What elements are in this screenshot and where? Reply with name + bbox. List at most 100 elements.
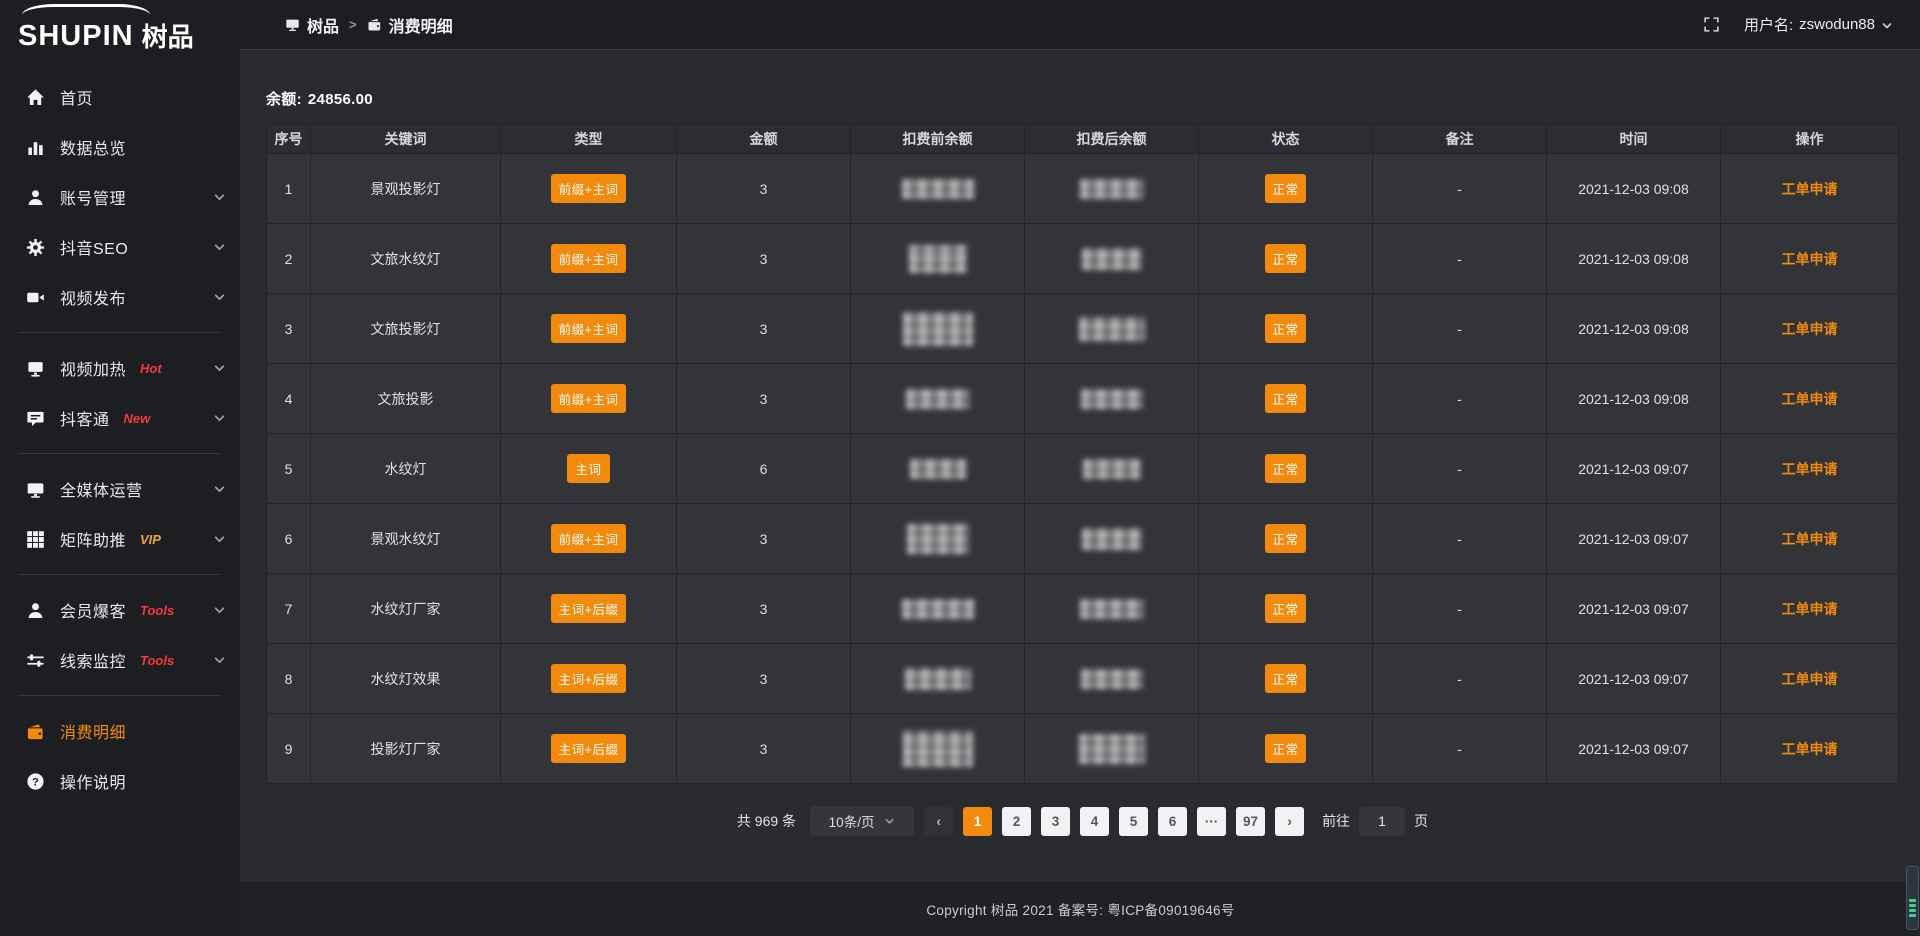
goto-page-input[interactable] <box>1359 806 1406 836</box>
chevron-down-icon <box>213 483 226 496</box>
page-button-4[interactable]: 4 <box>1080 806 1110 836</box>
sidebar-item-label: 抖音SEO <box>60 241 129 258</box>
sidebar-item-member-baoke[interactable]: 会员爆客 Tools <box>0 585 240 635</box>
copyright-text: Copyright 树品 2021 备案号: 粤ICP备09019646号 <box>926 903 1235 918</box>
monitor-icon <box>26 480 45 499</box>
chevron-down-icon <box>213 362 226 375</box>
masked-balance-after <box>1082 458 1141 479</box>
cell-status: 正常 <box>1198 643 1373 714</box>
next-page-button[interactable]: › <box>1275 806 1305 836</box>
work-order-link[interactable]: 工单申请 <box>1781 460 1838 477</box>
sidebar-item-douketong[interactable]: 抖客通 New <box>0 393 240 443</box>
work-order-link[interactable]: 工单申请 <box>1781 250 1838 267</box>
masked-balance-after <box>1078 733 1145 764</box>
prev-page-button[interactable]: ‹ <box>924 806 954 836</box>
logo-text-en: SHUPIN <box>18 20 134 52</box>
cell-keyword: 文旅投影灯 <box>310 293 501 364</box>
user-menu[interactable]: 用户名: zswodun88 <box>1744 14 1893 35</box>
more-pages-button[interactable]: ··· <box>1197 806 1227 836</box>
balance: 余额: 24856.00 <box>266 88 1899 109</box>
page-size-select[interactable]: 10条/页 <box>810 806 915 836</box>
monitor-icon <box>285 17 300 32</box>
page-button-2[interactable]: 2 <box>1002 806 1032 836</box>
cell-balance-before <box>850 223 1025 294</box>
cell-keyword: 文旅投影 <box>310 363 501 434</box>
type-badge: 前缀+主词 <box>550 244 627 273</box>
sidebar-item-account-management[interactable]: 账号管理 <box>0 172 240 222</box>
chevron-down-icon <box>213 654 226 667</box>
cell-keyword: 水纹灯 <box>310 433 501 504</box>
sidebar-item-label: 矩阵助推 <box>60 533 127 550</box>
work-order-link[interactable]: 工单申请 <box>1781 530 1838 547</box>
work-order-link[interactable]: 工单申请 <box>1781 180 1838 197</box>
cell-type: 主词+后缀 <box>500 573 677 644</box>
column-header: 序号 <box>266 123 311 154</box>
sidebar-item-media-operation[interactable]: 全媒体运营 <box>0 464 240 514</box>
user-icon <box>26 188 45 207</box>
sidebar-item-data-overview[interactable]: 数据总览 <box>0 122 240 172</box>
sidebar-item-matrix-boost[interactable]: 矩阵助推 VIP <box>0 514 240 564</box>
table-row: 7 水纹灯厂家 主词+后缀 3 正常 -2021-12-03 09:07 工单申请 <box>266 573 1899 644</box>
app-logo[interactable]: SHUPIN 树品 <box>0 0 240 62</box>
cell-remark: - <box>1372 503 1547 574</box>
sidebar-item-consumption-detail[interactable]: 消费明细 <box>0 706 240 756</box>
cell-action: 工单申请 <box>1720 363 1899 434</box>
table-row: 2 文旅水纹灯 前缀+主词 3 正常 -2021-12-03 09:08 工单申请 <box>266 223 1899 294</box>
sidebar-item-home[interactable]: 首页 <box>0 72 240 122</box>
work-order-link[interactable]: 工单申请 <box>1781 670 1838 687</box>
cell-balance-before <box>850 293 1025 364</box>
cell-status: 正常 <box>1198 503 1373 574</box>
page-button-6[interactable]: 6 <box>1158 806 1188 836</box>
cell-index: 2 <box>266 223 311 294</box>
table-row: 9 投影灯厂家 主词+后缀 3 正常 -2021-12-03 09:07 工单申请 <box>266 713 1899 784</box>
page-button-3[interactable]: 3 <box>1041 806 1071 836</box>
sidebar-item-label: 抖客通 <box>60 412 110 429</box>
sidebar-item-video-publish[interactable]: 视频发布 <box>0 272 240 322</box>
cell-time: 2021-12-03 09:07 <box>1546 433 1721 504</box>
page-button-1[interactable]: 1 <box>963 806 993 836</box>
column-header: 状态 <box>1198 123 1373 154</box>
page-button-5[interactable]: 5 <box>1119 806 1149 836</box>
sidebar-item-leads-monitor[interactable]: 线索监控 Tools <box>0 635 240 685</box>
cell-balance-after <box>1024 153 1199 224</box>
status-badge: 正常 <box>1265 454 1306 483</box>
cell-time: 2021-12-03 09:07 <box>1546 713 1721 784</box>
status-badge: 正常 <box>1265 664 1306 693</box>
topbar: 树品 > 消费明细 用户名: zswodun88 <box>240 0 1920 50</box>
side-helper-widget[interactable] <box>1906 866 1919 930</box>
cell-remark: - <box>1372 713 1547 784</box>
work-order-link[interactable]: 工单申请 <box>1781 390 1838 407</box>
grid-icon <box>26 530 45 549</box>
goto-label: 前往 <box>1322 813 1351 829</box>
breadcrumb-item[interactable]: 消费明细 <box>367 13 453 37</box>
work-order-link[interactable]: 工单申请 <box>1781 600 1838 617</box>
wallet-icon <box>26 722 45 741</box>
type-badge: 前缀+主词 <box>550 174 627 203</box>
cell-index: 4 <box>266 363 311 434</box>
work-order-link[interactable]: 工单申请 <box>1781 320 1838 337</box>
status-badge: 正常 <box>1265 734 1306 763</box>
cell-type: 主词+后缀 <box>500 713 677 784</box>
cell-amount: 3 <box>676 363 851 434</box>
sidebar-item-instructions[interactable]: ? 操作说明 <box>0 756 240 806</box>
masked-balance-before <box>902 730 973 767</box>
cell-keyword: 水纹灯效果 <box>310 643 501 714</box>
sidebar-item-label: 账号管理 <box>60 191 127 208</box>
sidebar: SHUPIN 树品 首页数据总览账号管理抖音SEO 视频发布视频加热 Hot 抖客通 N… <box>0 0 240 936</box>
main-area: 树品 > 消费明细 用户名: zswodun88 余额: 24856.00 序号 关键词… <box>240 0 1920 936</box>
cell-amount: 3 <box>676 223 851 294</box>
cell-action: 工单申请 <box>1720 433 1899 504</box>
sidebar-item-video-heat[interactable]: 视频加热 Hot <box>0 343 240 393</box>
breadcrumb-item[interactable]: 树品 <box>285 13 339 37</box>
breadcrumb-label: 树品 <box>307 18 340 36</box>
sidebar-item-douyin-seo[interactable]: 抖音SEO <box>0 222 240 272</box>
sidebar-item-label: 消费明细 <box>60 725 127 742</box>
cell-status: 正常 <box>1198 153 1373 224</box>
fullscreen-icon[interactable] <box>1703 16 1720 33</box>
cell-balance-after <box>1024 643 1199 714</box>
work-order-link[interactable]: 工单申请 <box>1781 740 1838 757</box>
sidebar-item-label: 数据总览 <box>60 141 127 158</box>
consumption-table: 序号 关键词 类型 金额 扣费前余额 扣费后余额 状态 备注 时间 操作 1 景观投影灯 前缀+主词 3… <box>266 123 1899 784</box>
page-button-97[interactable]: 97 <box>1236 806 1266 836</box>
cell-type: 前缀+主词 <box>500 223 677 294</box>
